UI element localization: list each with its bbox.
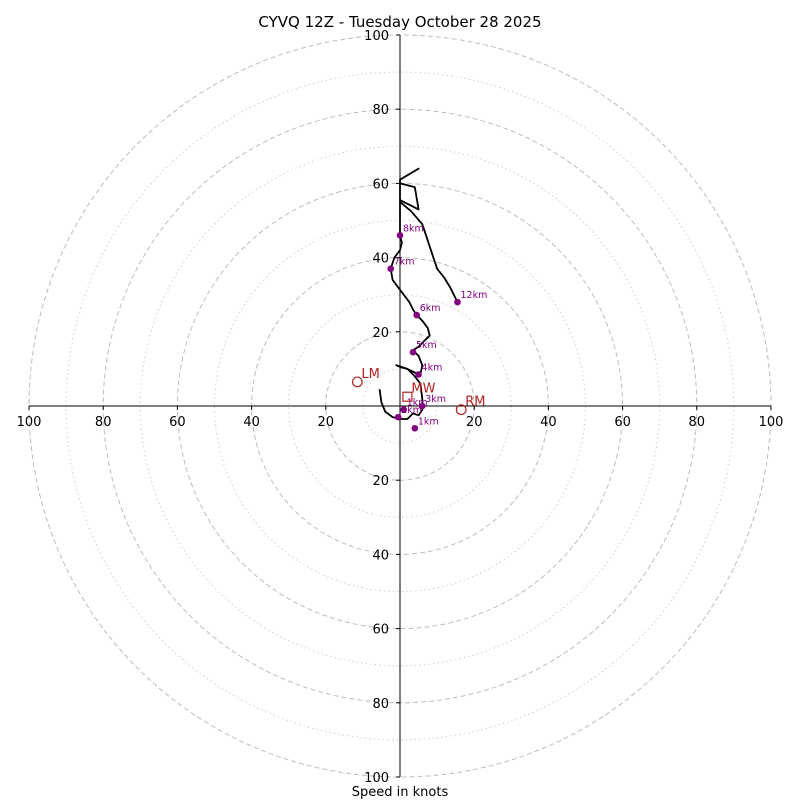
tick-label: 100	[364, 29, 389, 44]
tick-label: 100	[364, 771, 389, 786]
tick-label: 100	[17, 415, 42, 430]
height-marker-point	[394, 413, 402, 421]
tick-labels: 100 80 60 40 20 20 40 60 80 100 100 80 60 40 20 20 40 60 8…	[17, 29, 784, 786]
height-marker-label: 8km	[403, 223, 424, 234]
height-marker-point	[409, 348, 417, 356]
height-marker-label: 12km	[461, 290, 488, 301]
height-marker-label: 3km	[425, 394, 446, 405]
height-marker-point	[415, 371, 422, 378]
hodograph-upper-loop	[399, 167, 420, 211]
storm-motion-marker	[455, 404, 467, 416]
height-marker-label: 4km	[422, 362, 443, 373]
height-marker-label: 1km	[407, 398, 428, 409]
height-marker-point	[454, 298, 461, 306]
height-marker-point	[411, 424, 419, 432]
height-marker-point	[418, 402, 426, 410]
tick-label: 80	[372, 697, 389, 712]
storm-motion-label: LM	[361, 367, 379, 382]
tick-label: 20	[372, 474, 389, 489]
tick-label: 40	[540, 415, 557, 430]
height-marker-label: 1km	[418, 416, 439, 427]
height-marker-label: 7km	[394, 257, 415, 268]
tick-label: 20	[372, 326, 389, 341]
chart-title: CYVQ 12Z - Tuesday October 28 2025	[258, 13, 541, 31]
tick-label: 100	[759, 415, 784, 430]
storm-motion-label: RM	[465, 395, 485, 410]
height-marker-label: 6km	[420, 303, 441, 314]
tick-label: 60	[372, 623, 389, 638]
tick-label: 40	[243, 415, 260, 430]
height-marker-point	[387, 265, 395, 273]
tick-label: 40	[372, 252, 389, 267]
storm-motion-markers: LM MW RM	[351, 367, 485, 416]
tick-label: 60	[372, 177, 389, 192]
height-marker-point	[400, 406, 408, 414]
height-marker-label: 5km	[416, 340, 437, 351]
tick-label: 60	[169, 415, 186, 430]
height-marker-point	[396, 232, 404, 239]
axes	[28, 34, 772, 778]
tick-label: 60	[614, 415, 631, 430]
height-marker-point	[413, 311, 420, 319]
storm-motion-marker	[351, 376, 363, 388]
tick-label: 80	[689, 415, 706, 430]
tick-label: 20	[318, 415, 335, 430]
tick-label: 80	[95, 415, 112, 430]
tick-label: 40	[372, 548, 389, 563]
tick-label: 20	[466, 415, 483, 430]
height-marker-label: 2km	[401, 405, 422, 416]
storm-motion-label: MW	[411, 382, 435, 397]
x-axis-label: Speed in knots	[352, 785, 449, 800]
storm-motion-marker	[402, 391, 413, 402]
tick-label: 80	[372, 103, 389, 118]
